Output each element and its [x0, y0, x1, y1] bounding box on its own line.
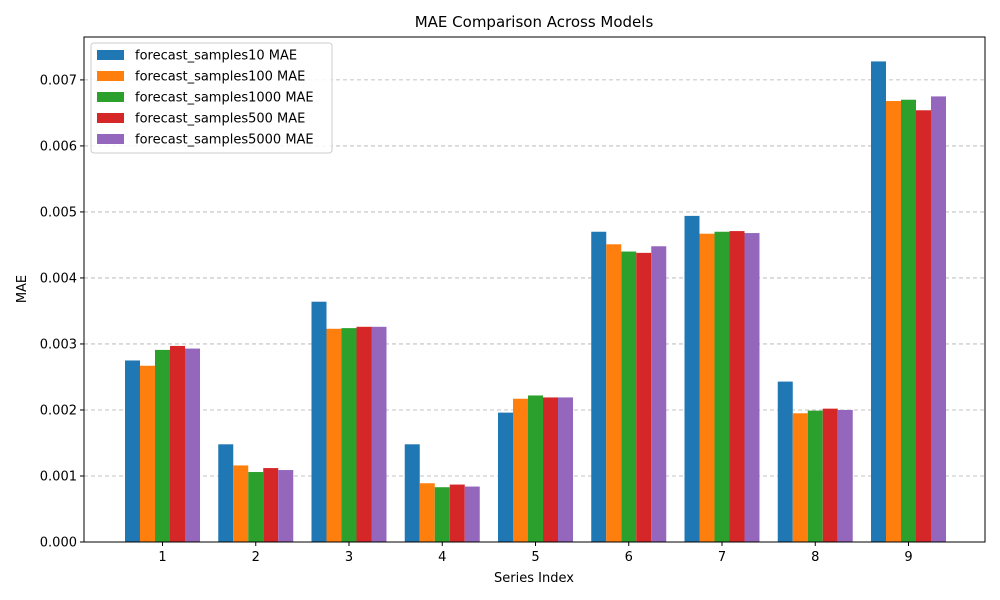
- bar-series5-cat3: [371, 326, 387, 542]
- y-tick-label: 0.006: [40, 139, 77, 154]
- bar-series3-cat4: [434, 487, 450, 542]
- x-axis: 1 2 3 4 5 6 7 8 9: [158, 542, 913, 565]
- x-axis-label: Series Index: [494, 571, 574, 586]
- chart-title: MAE Comparison Across Models: [415, 13, 654, 31]
- legend: forecast_samples10 MAE forecast_samples10…: [90, 42, 333, 154]
- y-tick-label: 0.001: [40, 469, 77, 484]
- bar-series5-cat4: [464, 486, 480, 542]
- bar-series1-cat8: [777, 381, 793, 542]
- bar-series4-cat4: [449, 484, 465, 542]
- bar-series1-cat1: [125, 360, 140, 542]
- bar-series3-cat5: [528, 395, 543, 542]
- bar-series5-cat1: [185, 348, 200, 542]
- x-tick-label: 6: [625, 550, 633, 565]
- legend-swatch: [97, 134, 124, 144]
- bar-series1-cat5: [498, 412, 513, 542]
- bar-series2-cat3: [326, 328, 342, 542]
- bar-series3-cat9: [901, 99, 916, 543]
- bar-series5-cat7: [744, 233, 760, 542]
- legend-box: [90, 42, 333, 154]
- bar-series2-cat9: [886, 101, 901, 542]
- bar-series3-cat1: [155, 349, 170, 542]
- bar-series2-cat1: [140, 365, 155, 542]
- bar-series4-cat1: [170, 345, 185, 542]
- bar-series4-cat7: [729, 231, 745, 542]
- x-tick-label: 2: [252, 550, 260, 565]
- bar-series3-cat7: [714, 231, 730, 542]
- legend-entry: forecast_samples1000 MAE: [135, 91, 314, 106]
- y-tick-label: 0.000: [40, 536, 77, 551]
- x-tick-label: 3: [345, 550, 353, 565]
- x-tick-label: 5: [531, 550, 539, 565]
- legend-swatch: [97, 50, 124, 60]
- legend-entry: forecast_samples5000 MAE: [135, 133, 314, 148]
- bar-series2-cat7: [699, 233, 715, 543]
- bar-series3-cat6: [621, 251, 637, 542]
- x-tick-label: 9: [904, 550, 912, 565]
- bar-series4-cat2: [263, 468, 279, 542]
- bar-series1-cat2: [218, 444, 234, 542]
- plot-frame: [83, 36, 986, 543]
- bar-series5-cat6: [651, 246, 667, 542]
- bar-series4-cat3: [356, 326, 372, 542]
- legend-entry: forecast_samples10 MAE: [135, 49, 297, 64]
- y-tick-label: 0.003: [40, 337, 77, 352]
- bar-series4-cat6: [636, 252, 652, 543]
- legend-swatch: [97, 92, 124, 102]
- y-tick-label: 0.005: [40, 205, 77, 220]
- bar-series1-cat4: [404, 444, 420, 542]
- y-axis: 0.000 0.001 0.002 0.003 0.004 0.005 0.006 0.007: [40, 73, 84, 551]
- bar-series5-cat8: [837, 409, 853, 542]
- legend-entry: forecast_samples500 MAE: [135, 112, 305, 127]
- bar-series1-cat3: [311, 301, 327, 542]
- legend-entry: forecast_samples100 MAE: [135, 70, 305, 85]
- x-tick-label: 4: [438, 550, 446, 565]
- x-tick-label: 1: [158, 550, 166, 565]
- bar-series4-cat5: [543, 397, 558, 542]
- y-tick-label: 0.004: [40, 271, 77, 286]
- bar-series2-cat6: [606, 244, 622, 542]
- bar-series3-cat2: [248, 472, 264, 542]
- bar-series2-cat2: [233, 465, 249, 542]
- bar-series1-cat6: [591, 231, 607, 542]
- y-tick-label: 0.002: [40, 403, 77, 418]
- bar-series2-cat4: [419, 483, 435, 542]
- legend-swatch: [97, 113, 124, 123]
- bar-series3-cat3: [341, 328, 357, 542]
- y-tick-label: 0.007: [40, 73, 77, 88]
- bar-series5-cat9: [931, 96, 946, 542]
- x-tick-label: 7: [718, 550, 726, 565]
- legend-swatch: [97, 71, 124, 81]
- bar-series2-cat5: [513, 398, 528, 542]
- bar-series3-cat8: [807, 410, 823, 542]
- y-axis-label: MAE: [15, 275, 30, 303]
- bar-series2-cat8: [792, 413, 808, 542]
- bar-series5-cat5: [558, 397, 573, 542]
- bar-series4-cat9: [916, 110, 931, 543]
- bar-series5-cat2: [278, 470, 294, 542]
- bar-series1-cat9: [871, 61, 886, 542]
- bar-series1-cat7: [684, 215, 700, 542]
- x-tick-label: 8: [811, 550, 819, 565]
- bar-series4-cat8: [822, 408, 838, 542]
- bars: [125, 61, 946, 543]
